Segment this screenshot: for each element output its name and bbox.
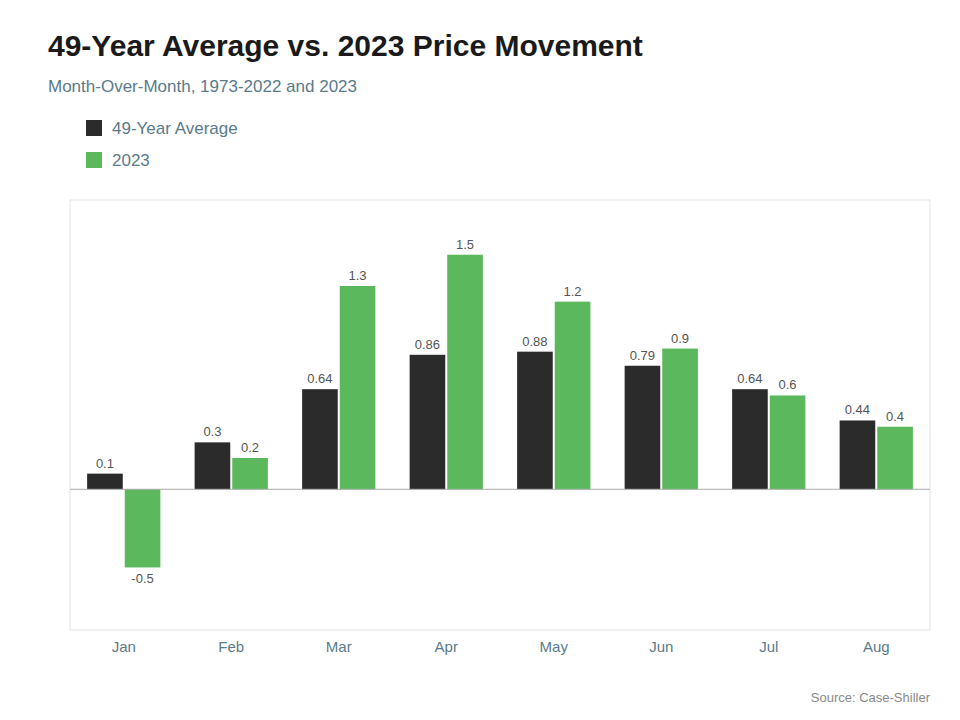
data-label: 0.88	[522, 334, 547, 349]
source: Source: Case-Shiller	[811, 690, 931, 705]
bar	[517, 352, 553, 490]
subtitle: Month-Over-Month, 1973-2022 and 2023	[48, 77, 357, 96]
data-label: 0.79	[630, 348, 655, 363]
data-label: 1.5	[456, 237, 474, 252]
x-axis: Jan Feb Mar Apr May Jun Jul Aug	[112, 638, 890, 655]
bar	[87, 474, 123, 490]
data-label: 0.6	[779, 377, 797, 392]
x-tick-label: Jul	[759, 638, 778, 655]
data-label: 0.2	[241, 440, 259, 455]
data-label: 1.3	[349, 268, 367, 283]
data-label: 1.2	[564, 284, 582, 299]
bars	[87, 255, 913, 568]
data-label: 0.86	[415, 337, 440, 352]
data-label: 0.4	[886, 409, 904, 424]
legend-swatch	[86, 120, 102, 136]
data-label: 0.44	[845, 402, 870, 417]
data-label: 0.3	[203, 424, 221, 439]
legend-label: 49-Year Average	[112, 119, 238, 138]
data-label: 0.9	[671, 331, 689, 346]
bar	[662, 349, 698, 490]
bar	[625, 366, 661, 490]
title: 49-Year Average vs. 2023 Price Movement	[48, 29, 643, 62]
bar	[447, 255, 483, 490]
data-label: -0.5	[131, 571, 153, 586]
bar	[877, 427, 913, 490]
x-tick-label: May	[540, 638, 569, 655]
plot-frame	[70, 200, 930, 630]
chart-container: 49-Year Average vs. 2023 Price Movement M…	[0, 0, 960, 720]
x-tick-label: Jan	[112, 638, 136, 655]
data-label: 0.1	[96, 456, 114, 471]
bar	[125, 489, 161, 567]
x-tick-label: Aug	[863, 638, 890, 655]
legend: 49-Year Average 2023	[86, 119, 238, 170]
bar	[770, 395, 806, 489]
bar	[732, 389, 768, 489]
bar	[232, 458, 268, 489]
x-tick-label: Jun	[649, 638, 673, 655]
x-tick-label: Apr	[435, 638, 458, 655]
zero-line	[70, 489, 930, 490]
legend-swatch	[86, 152, 102, 168]
bar	[195, 442, 231, 489]
data-labels: 0.1 0.3 0.64 0.86 0.88 0.79 0.64 0.44 -0.5 0.2 1.3…	[96, 237, 904, 587]
bar	[410, 355, 446, 489]
legend-label: 2023	[112, 151, 150, 170]
data-label: 0.64	[737, 371, 762, 386]
bar	[340, 286, 376, 489]
bar	[302, 389, 338, 489]
x-tick-label: Mar	[326, 638, 352, 655]
bar	[840, 420, 876, 489]
x-tick-label: Feb	[218, 638, 244, 655]
data-label: 0.64	[307, 371, 332, 386]
bar	[555, 302, 591, 490]
chart-svg: 49-Year Average vs. 2023 Price Movement M…	[0, 0, 960, 720]
